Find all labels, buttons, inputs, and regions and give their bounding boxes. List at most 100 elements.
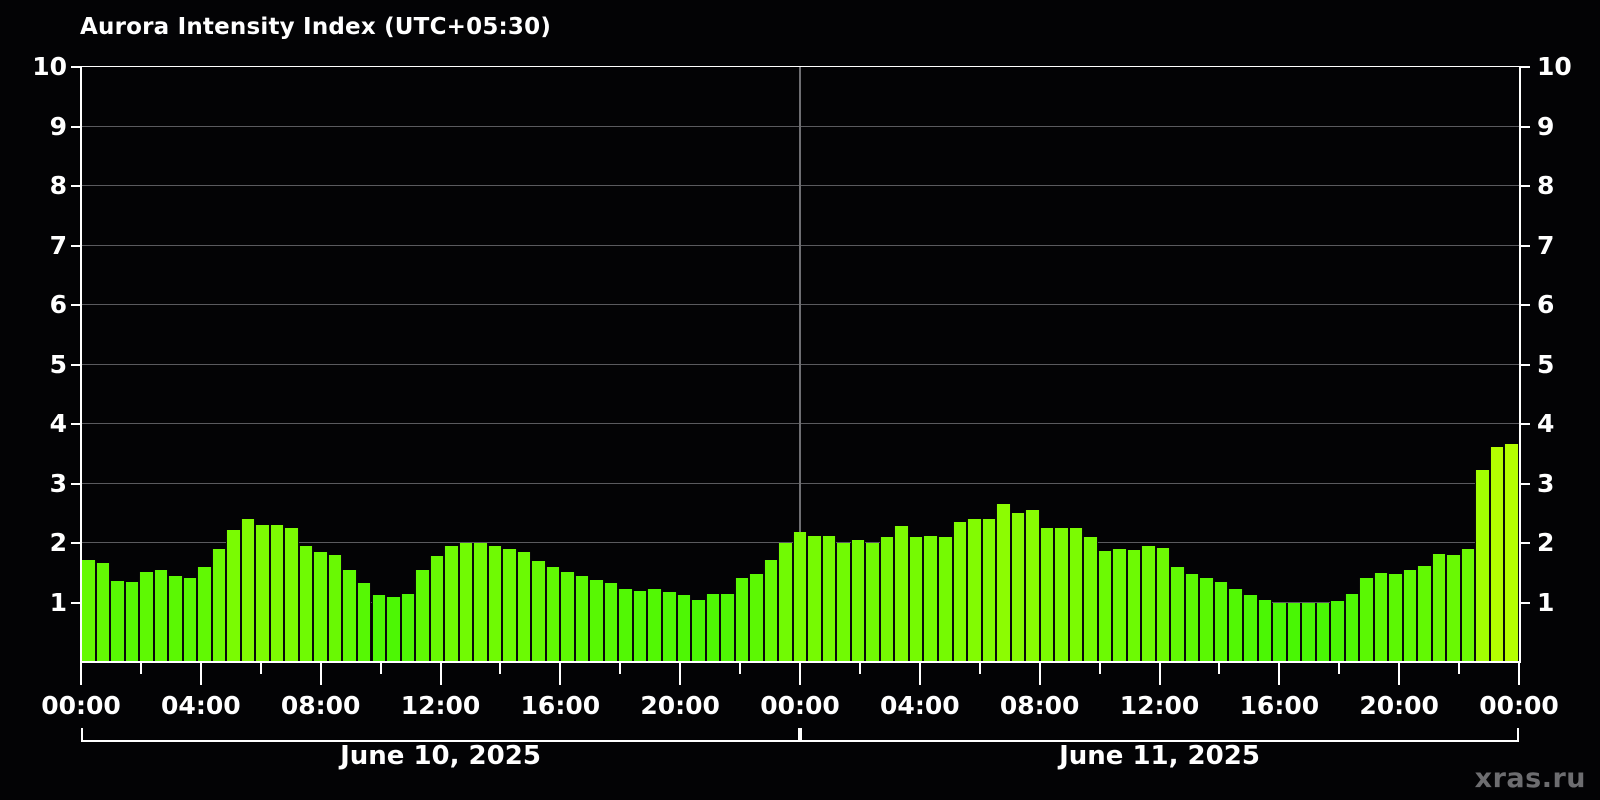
bar xyxy=(1330,601,1345,662)
bar xyxy=(1170,566,1185,662)
y-label-left-6: 6 xyxy=(49,290,67,319)
x-label-3: 12:00 xyxy=(400,691,481,720)
bar xyxy=(996,504,1011,662)
y-axis-right xyxy=(1519,66,1521,663)
x-tick-26h xyxy=(858,663,861,674)
y-label-left-8: 8 xyxy=(49,171,67,200)
y-label-right-9: 9 xyxy=(1537,111,1555,141)
y-label-right-3: 3 xyxy=(1537,468,1555,498)
y-label-left-1: 1 xyxy=(49,587,67,617)
bar xyxy=(531,560,546,662)
y-tick-left-8 xyxy=(71,185,80,187)
day-label-1: June 11, 2025 xyxy=(1059,741,1260,771)
bar xyxy=(444,545,459,662)
y-label-right-10: 10 xyxy=(1537,52,1572,81)
bar xyxy=(487,545,503,662)
y-tick-left-3 xyxy=(71,482,80,485)
bar xyxy=(1155,547,1171,662)
y-label-left-5: 5 xyxy=(49,349,67,379)
bar xyxy=(560,571,575,662)
x-tick-0h xyxy=(80,663,82,685)
y-label-left-3: 3 xyxy=(49,468,67,498)
x-tick-8h xyxy=(319,663,322,685)
bar xyxy=(1460,548,1476,662)
bar xyxy=(1301,602,1316,662)
bar xyxy=(255,525,270,662)
y-tick-left-9 xyxy=(71,125,80,128)
bar xyxy=(269,525,285,662)
bar xyxy=(516,551,532,662)
bar xyxy=(1068,528,1084,662)
bar xyxy=(1402,569,1418,662)
bar xyxy=(1199,577,1214,662)
x-label-2: 08:00 xyxy=(280,691,361,720)
x-axis xyxy=(80,661,1521,663)
x-tick-22h xyxy=(739,663,742,674)
bar xyxy=(1025,510,1040,662)
watermark: xras.ru xyxy=(1474,763,1586,794)
bar xyxy=(1417,565,1432,662)
y-label-right-7: 7 xyxy=(1537,230,1555,260)
bar xyxy=(734,577,750,662)
bar xyxy=(574,575,590,662)
y-tick-right-4 xyxy=(1521,423,1530,425)
bar xyxy=(371,595,387,662)
bar xyxy=(647,589,662,662)
bar xyxy=(1097,550,1113,662)
bar xyxy=(1213,581,1229,662)
x-label-8: 08:00 xyxy=(999,691,1080,720)
x-tick-34h xyxy=(1098,663,1101,674)
x-tick-46h xyxy=(1458,663,1461,674)
bar xyxy=(937,537,953,662)
bar xyxy=(662,591,677,662)
bar xyxy=(1489,446,1505,662)
y-tick-left-7 xyxy=(71,244,80,247)
bar xyxy=(1286,602,1302,662)
bar xyxy=(981,519,997,662)
bar xyxy=(473,543,488,662)
bar xyxy=(865,543,880,662)
y-label-left-4: 4 xyxy=(49,409,67,438)
x-label-6: 00:00 xyxy=(760,691,840,720)
bar xyxy=(95,562,111,662)
bar xyxy=(1388,573,1403,662)
bar xyxy=(313,551,328,662)
bar xyxy=(81,559,96,662)
bar xyxy=(284,528,299,662)
bar xyxy=(1083,537,1098,662)
y-tick-left-10 xyxy=(71,66,80,68)
bar xyxy=(458,543,474,662)
bar xyxy=(1184,573,1200,662)
y-label-right-8: 8 xyxy=(1537,171,1555,200)
x-label-7: 04:00 xyxy=(880,691,960,720)
bar xyxy=(139,571,154,662)
x-tick-36h xyxy=(1158,663,1161,685)
bar xyxy=(298,545,314,662)
bar xyxy=(691,599,706,662)
y-tick-right-7 xyxy=(1521,244,1530,247)
bar xyxy=(327,554,343,662)
bar xyxy=(356,583,372,662)
bar xyxy=(1373,572,1389,662)
x-label-4: 16:00 xyxy=(520,691,601,720)
x-tick-4h xyxy=(199,663,202,685)
y-tick-left-6 xyxy=(71,304,80,306)
bar xyxy=(240,519,256,662)
x-tick-42h xyxy=(1338,663,1341,674)
bar xyxy=(632,590,648,662)
bar xyxy=(1243,595,1258,662)
page-title: Aurora Intensity Index (UTC+05:30) xyxy=(80,14,552,40)
bar xyxy=(211,548,227,662)
x-label-0: 00:00 xyxy=(41,691,121,720)
y-label-left-7: 7 xyxy=(49,230,67,260)
bar xyxy=(1272,602,1287,662)
bar xyxy=(429,556,445,662)
bar xyxy=(153,569,169,662)
bar xyxy=(400,593,416,662)
x-tick-10h xyxy=(379,663,382,674)
gridline-10 xyxy=(81,66,1519,67)
bars-layer xyxy=(81,67,1519,662)
bar xyxy=(1315,602,1331,662)
bar xyxy=(1010,513,1026,662)
